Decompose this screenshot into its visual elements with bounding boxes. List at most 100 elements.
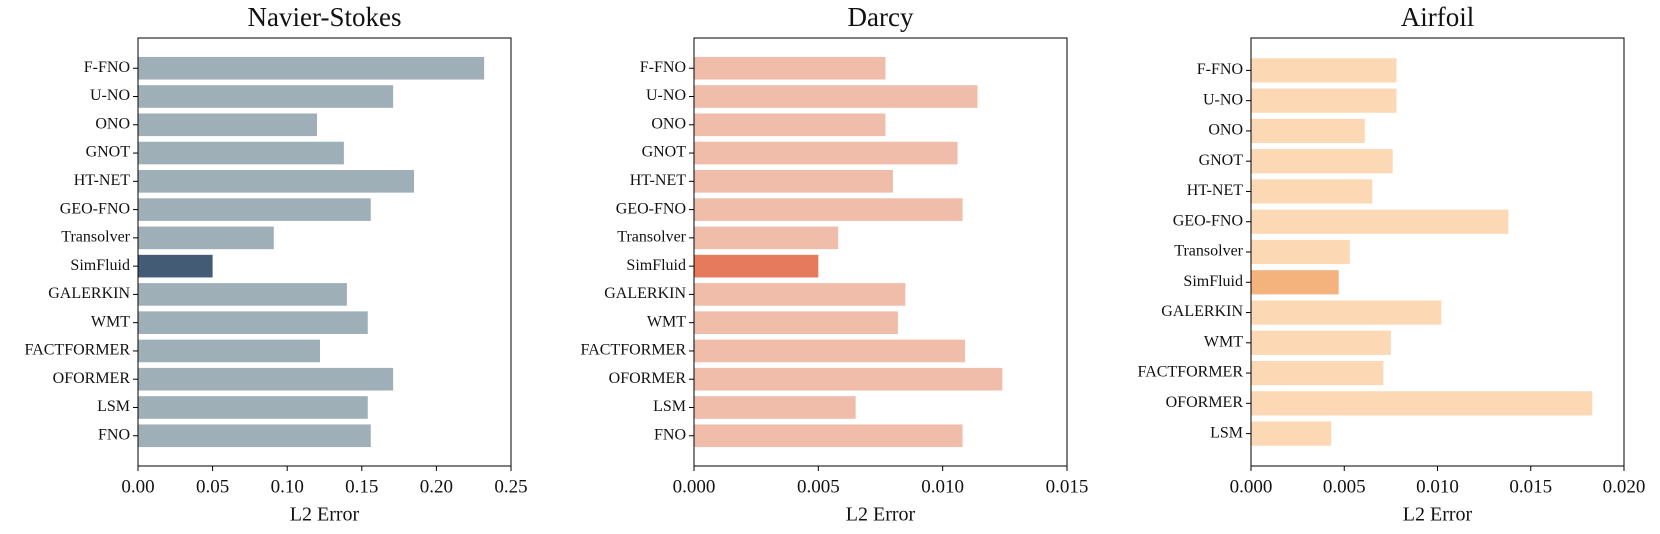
bar (138, 339, 321, 363)
bar (138, 311, 368, 334)
y-tick-label: F-FNO (84, 59, 130, 76)
y-tick-label: FNO (98, 426, 130, 443)
y-tick-label: SimFluid (1183, 273, 1243, 290)
x-axis-label: L2 Error (1403, 504, 1473, 526)
y-tick-label: Transolver (61, 229, 130, 246)
bar (1251, 391, 1593, 416)
y-tick-label: HT-NET (1187, 182, 1244, 199)
x-tick-label: 0.20 (420, 476, 453, 497)
y-tick-label: Transolver (1174, 243, 1243, 260)
bar (1251, 300, 1442, 325)
y-tick-label: ONO (651, 115, 686, 132)
y-tick-label: SimFluid (626, 257, 686, 274)
y-tick-label: OFORMER (1166, 394, 1244, 411)
y-tick-label: GEO-FNO (616, 200, 686, 217)
bar (138, 424, 371, 448)
y-tick-label: GNOT (642, 144, 687, 161)
bar (1251, 179, 1373, 204)
bar (138, 367, 394, 391)
axes-frame (1250, 37, 1625, 467)
bar (1251, 149, 1393, 174)
bar (1251, 239, 1350, 265)
y-tick-label: OFORMER (53, 370, 131, 387)
bar (138, 198, 371, 221)
x-tick-label: 0.005 (1323, 476, 1366, 497)
y-tick-label: GEO-FNO (60, 200, 130, 217)
bar (1251, 88, 1397, 113)
y-tick-label: GALERKIN (604, 285, 686, 302)
bar (1251, 421, 1332, 446)
bar (694, 283, 906, 306)
y-tick-label: GALERKIN (1161, 303, 1243, 320)
y-tick-label: FACTFORMER (24, 342, 130, 359)
bar (694, 254, 819, 278)
y-tick-label: SimFluid (70, 257, 130, 274)
y-tick-label: GALERKIN (48, 285, 130, 302)
y-tick-label: GNOT (1199, 152, 1244, 169)
y-tick-label: U-NO (90, 87, 130, 104)
y-tick-label: FNO (654, 426, 686, 443)
y-tick-label: F-FNO (1197, 61, 1243, 78)
y-tick-label: HT-NET (74, 172, 131, 189)
x-tick-label: 0.015 (1046, 476, 1089, 497)
bar (138, 85, 394, 108)
bar (694, 311, 898, 334)
bar (138, 283, 347, 306)
bar (138, 254, 213, 278)
x-tick-label: 0.15 (345, 476, 378, 497)
y-tick-label: WMT (647, 313, 686, 330)
bar (694, 226, 839, 250)
y-tick-label: F-FNO (640, 59, 686, 76)
bar (694, 367, 1003, 391)
bar (1251, 209, 1509, 234)
x-tick-label: 0.25 (494, 476, 527, 497)
x-tick-label: 0.005 (797, 476, 840, 497)
x-axis-label: L2 Error (290, 504, 360, 526)
chart-title: Airfoil (1401, 2, 1475, 32)
chart-title: Darcy (848, 2, 914, 32)
bar (1251, 360, 1384, 386)
bar (1251, 270, 1339, 295)
y-tick-label: U-NO (1203, 91, 1243, 108)
y-tick-label: LSM (653, 398, 686, 415)
bar (1251, 58, 1397, 83)
axes-frame (137, 37, 512, 467)
y-tick-label: LSM (1210, 424, 1243, 441)
y-tick-label: WMT (1204, 333, 1243, 350)
y-tick-label: GNOT (86, 144, 131, 161)
bar (138, 56, 485, 80)
bar (138, 113, 318, 137)
bar (694, 56, 886, 80)
chart-title: Navier-Stokes (248, 2, 402, 32)
bar (694, 141, 958, 165)
y-tick-label: LSM (97, 398, 130, 415)
x-tick-label: 0.010 (921, 476, 964, 497)
y-tick-label: OFORMER (609, 370, 687, 387)
x-tick-label: 0.10 (271, 476, 304, 497)
y-tick-label: FACTFORMER (580, 342, 686, 359)
x-tick-label: 0.000 (1230, 476, 1273, 497)
x-tick-label: 0.020 (1603, 476, 1646, 497)
bar (1251, 330, 1391, 355)
y-tick-label: Transolver (617, 229, 686, 246)
bar (1251, 118, 1365, 144)
x-tick-label: 0.05 (196, 476, 229, 497)
bar (694, 113, 886, 137)
y-tick-label: FACTFORMER (1137, 364, 1243, 381)
y-tick-label: ONO (95, 115, 130, 132)
x-tick-label: 0.00 (121, 476, 154, 497)
bar (694, 424, 963, 448)
x-tick-label: 0.010 (1416, 476, 1459, 497)
bar (694, 396, 856, 419)
bar (694, 339, 966, 363)
y-tick-label: GEO-FNO (1173, 212, 1243, 229)
bar (694, 170, 893, 193)
y-tick-label: HT-NET (630, 172, 687, 189)
x-axis-label: L2 Error (846, 504, 916, 526)
y-tick-label: U-NO (646, 87, 686, 104)
x-tick-label: 0.015 (1509, 476, 1552, 497)
bar (138, 141, 344, 165)
x-tick-label: 0.000 (673, 476, 716, 497)
y-tick-label: WMT (91, 313, 130, 330)
